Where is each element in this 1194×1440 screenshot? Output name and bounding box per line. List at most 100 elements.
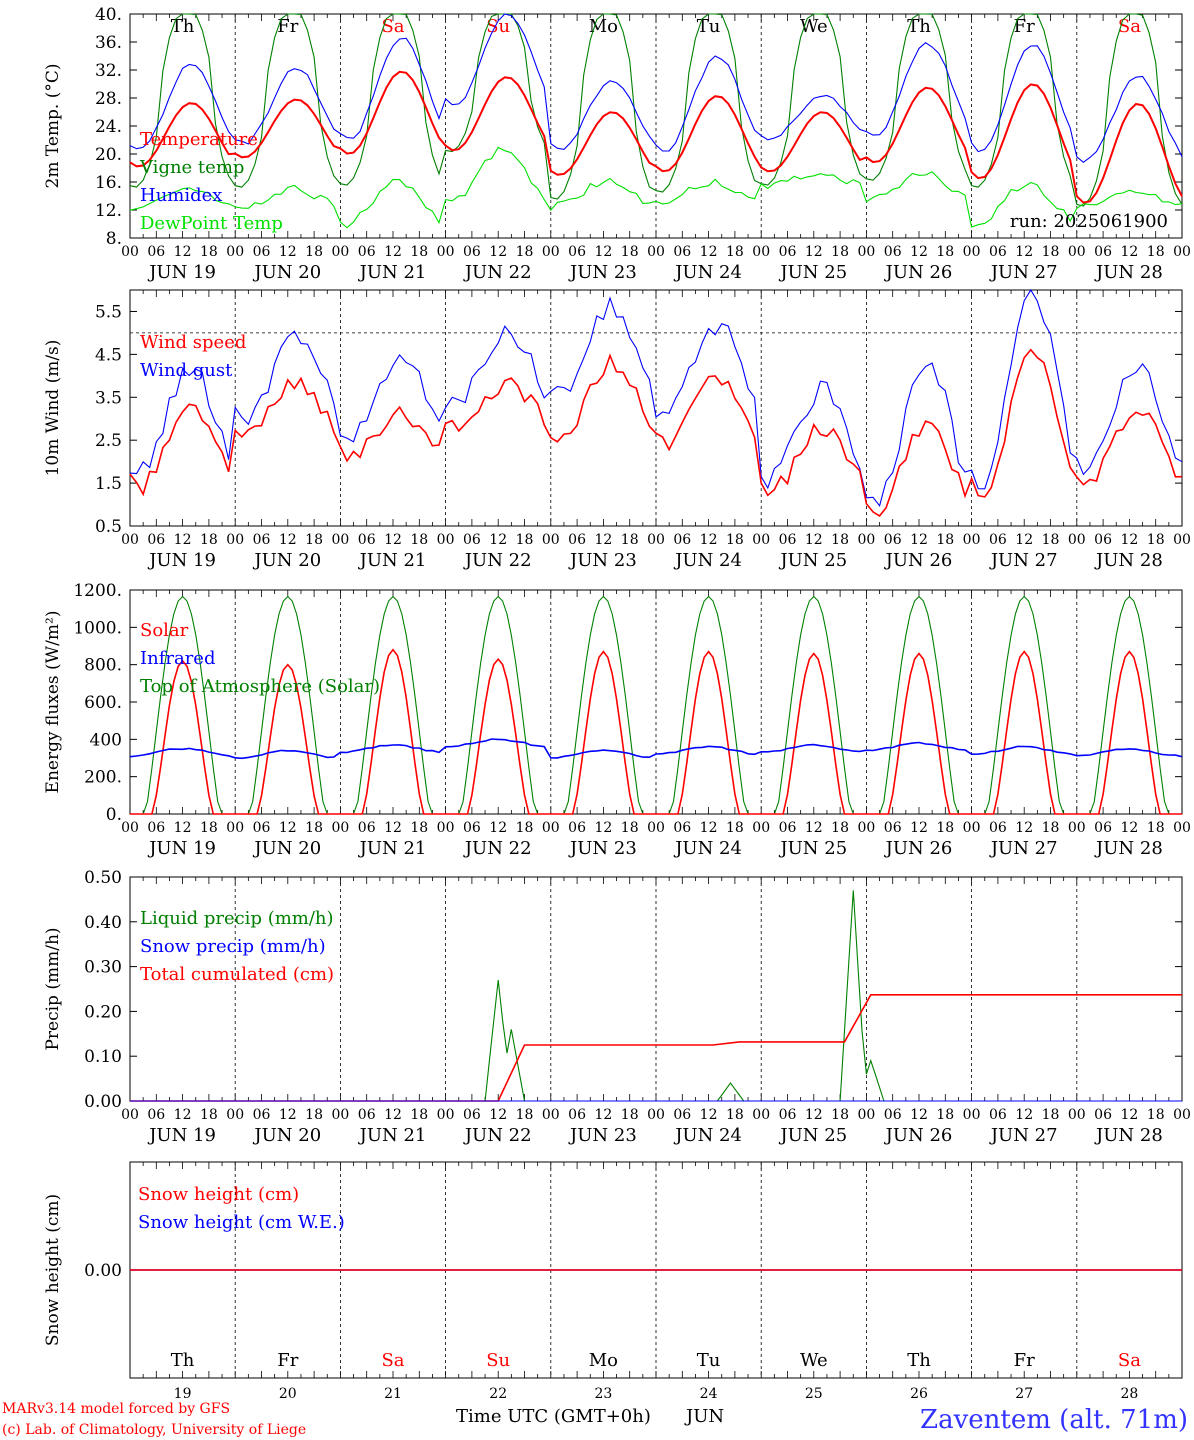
x-hour-label: 18 xyxy=(1042,820,1060,836)
x-hour-label: 06 xyxy=(673,244,691,260)
x-hour-label: 18 xyxy=(726,1107,744,1123)
day-label: Th xyxy=(171,16,195,37)
x-hour-label: 18 xyxy=(621,820,639,836)
x-hour-label: 18 xyxy=(936,1107,954,1123)
x-hour-label: 06 xyxy=(989,244,1007,260)
x-hour-label: 00 xyxy=(1068,820,1086,836)
x-date-label: JUN 22 xyxy=(463,550,532,571)
x-hour-label: 18 xyxy=(621,244,639,260)
x-hour-label: 00 xyxy=(121,820,139,836)
x-hour-label: 12 xyxy=(384,244,402,260)
x-hour-label: 00 xyxy=(437,820,455,836)
series-line-dewpoint-temp xyxy=(129,146,1183,229)
y-tick-label: 5.5 xyxy=(95,302,122,322)
x-hour-label: 06 xyxy=(147,244,165,260)
x-hour-label: 06 xyxy=(358,532,376,548)
x-hour-label: 06 xyxy=(568,820,586,836)
day-number-label: 20 xyxy=(279,1386,297,1402)
x-date-label: JUN 21 xyxy=(358,550,427,571)
y-tick-label: 32. xyxy=(95,61,122,81)
x-hour-label: 06 xyxy=(884,1107,902,1123)
x-hour-label: 00 xyxy=(226,820,244,836)
x-hour-label: 06 xyxy=(1094,1107,1112,1123)
y-tick-label: 600. xyxy=(84,693,122,713)
x-hour-label: 12 xyxy=(174,244,192,260)
y-tick-label: 400 xyxy=(90,730,122,750)
x-hour-label: 12 xyxy=(1120,820,1138,836)
x-date-label: JUN 19 xyxy=(147,550,216,571)
x-hour-label: 00 xyxy=(963,244,981,260)
x-hour-label: 00 xyxy=(752,532,770,548)
y-tick-label: 0.30 xyxy=(84,958,122,978)
y-tick-label: 1000. xyxy=(73,618,122,638)
x-hour-label: 18 xyxy=(305,820,323,836)
series-line-wind-gust xyxy=(129,288,1183,508)
x-hour-label: 06 xyxy=(147,532,165,548)
y-tick-label: 12. xyxy=(95,201,122,221)
x-hour-label: 00 xyxy=(1173,532,1191,548)
day-label: Sa xyxy=(381,1350,404,1371)
x-hour-label: 12 xyxy=(1120,532,1138,548)
x-date-label: JUN 19 xyxy=(147,1125,216,1146)
day-number-label: 28 xyxy=(1120,1386,1138,1402)
x-hour-label: 18 xyxy=(726,244,744,260)
panel-3: 0. 200. 400 600. 800. 1000. 1200. Energy fluxes… xyxy=(43,581,1191,859)
y-tick-label: 40. xyxy=(95,5,122,25)
x-date-label: JUN 24 xyxy=(673,838,742,859)
x-date-label: JUN 22 xyxy=(463,1125,532,1146)
series-line-vigne-temp xyxy=(129,13,1183,207)
legend-entry: Vigne temp xyxy=(139,157,244,178)
x-date-label: JUN 26 xyxy=(884,1125,953,1146)
day-label: Fr xyxy=(277,1350,298,1371)
legend-entry: Infrared xyxy=(140,648,215,669)
series-line-total-cumulated xyxy=(130,994,1182,1102)
day-label: We xyxy=(800,1350,828,1371)
x-hour-label: 00 xyxy=(121,532,139,548)
x-date-label: JUN 27 xyxy=(989,1125,1058,1146)
station-label: Zaventem (alt. 71m) xyxy=(920,1405,1188,1435)
x-hour-label: 06 xyxy=(1094,820,1112,836)
x-hour-label: 00 xyxy=(437,244,455,260)
x-hour-label: 12 xyxy=(594,532,612,548)
y-tick-label: 1200. xyxy=(73,581,122,601)
x-hour-label: 00 xyxy=(121,1107,139,1123)
x-hour-label: 18 xyxy=(516,244,534,260)
x-date-label: JUN 23 xyxy=(568,1125,637,1146)
y-tick-label: 4.5 xyxy=(95,345,122,365)
legend-entry: Snow height (cm) xyxy=(138,1184,299,1205)
x-hour-label: 06 xyxy=(779,820,797,836)
x-hour-label: 06 xyxy=(358,820,376,836)
y-tick-label: 36. xyxy=(95,33,122,53)
x-hour-label: 06 xyxy=(779,244,797,260)
x-hour-label: 06 xyxy=(253,820,271,836)
x-hour-label: 12 xyxy=(1015,244,1033,260)
x-hour-label: 18 xyxy=(200,1107,218,1123)
series-line-wind-speed xyxy=(129,348,1183,517)
legend-entry: Solar xyxy=(140,620,189,641)
x-hour-label: 06 xyxy=(673,820,691,836)
day-label: Mo xyxy=(589,1350,618,1371)
legend-entry: Wind gust xyxy=(140,360,233,381)
y-tick-label: 0.5 xyxy=(95,517,122,537)
x-hour-label: 12 xyxy=(384,532,402,548)
x-hour-label: 00 xyxy=(1068,532,1086,548)
x-hour-label: 00 xyxy=(963,820,981,836)
legend-entry: Liquid precip (mm/h) xyxy=(140,908,334,929)
x-hour-label: 06 xyxy=(358,1107,376,1123)
plot-frame xyxy=(129,589,1183,815)
x-hour-label: 18 xyxy=(831,1107,849,1123)
x-hour-label: 00 xyxy=(1173,1107,1191,1123)
x-hour-label: 12 xyxy=(1015,820,1033,836)
x-date-label: JUN 20 xyxy=(252,838,321,859)
x-hour-label: 12 xyxy=(279,244,297,260)
x-date-label: JUN 25 xyxy=(778,262,847,283)
x-hour-label: 00 xyxy=(857,532,875,548)
x-hour-label: 12 xyxy=(594,244,612,260)
day-label: We xyxy=(800,16,828,37)
x-hour-label: 00 xyxy=(857,244,875,260)
day-label: Mo xyxy=(589,16,618,37)
x-hour-label: 06 xyxy=(147,1107,165,1123)
series-line-humidex xyxy=(129,13,1183,163)
day-label: Su xyxy=(486,16,510,37)
day-number-label: 23 xyxy=(594,1386,612,1402)
